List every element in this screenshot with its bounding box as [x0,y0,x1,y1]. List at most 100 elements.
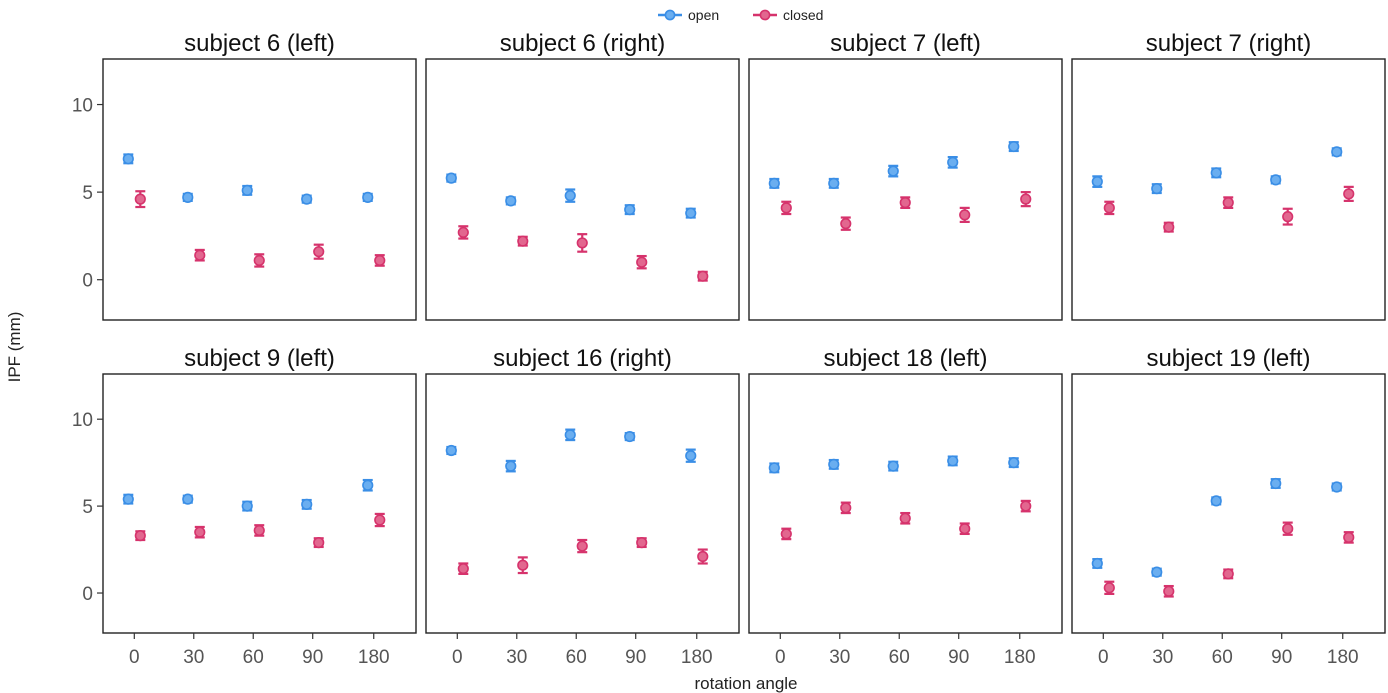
facet-panel: subject 9 (left) 0 5 10 0 30 60 90 180 [72,345,417,668]
data-point-open [505,195,517,207]
x-tick-label: 0 [452,647,463,668]
data-point-closed [253,254,265,267]
data-point-closed [1103,202,1115,214]
facet-panel: subject 6 (right) [425,30,740,321]
panel-title: subject 6 (right) [500,30,665,57]
y-tick-label: 5 [82,497,93,518]
x-tick-label: 0 [129,647,140,668]
data-point-closed [1163,585,1175,597]
panel-border [425,58,740,321]
data-point-open [505,460,517,472]
data-point-closed [780,202,792,214]
data-point-open [624,430,636,443]
data-point-closed [1103,582,1115,594]
y-tick-label: 0 [82,271,93,292]
data-point-closed [253,524,265,537]
x-tick-label: 30 [183,647,204,668]
data-point-open [887,460,899,472]
data-point-closed [134,530,146,542]
data-point-open [241,184,253,196]
x-tick-label: 60 [1212,647,1233,668]
data-point-closed [1020,193,1032,205]
data-point-closed [313,537,325,549]
data-point-closed [636,256,648,268]
facet-panel: subject 18 (left) 0 30 60 90 180 [748,345,1063,668]
panel-border [1071,373,1386,634]
data-point-open [1091,176,1103,188]
data-point-closed [899,197,911,209]
data-point-open [241,500,253,512]
facet-panel: subject 6 (left) 0 5 10 [72,30,417,321]
y-tick-label: 10 [72,96,93,117]
panel-title: subject 6 (left) [184,30,335,57]
x-tick-label: 90 [948,647,969,668]
x-tick-label: 180 [1327,647,1359,668]
x-tick-label: 30 [1152,647,1173,668]
data-point-closed [374,254,386,267]
data-point-open [301,498,313,510]
panel-title: subject 16 (right) [493,345,672,372]
data-point-open [362,479,374,491]
legend: open closed [658,7,823,23]
panel-border [748,373,1063,634]
data-point-closed [1282,211,1294,223]
y-axis-label: IPF (mm) [5,312,24,383]
data-point-open [947,156,959,168]
x-tick-label: 0 [775,647,786,668]
panel-border [748,58,1063,321]
data-point-open [1210,495,1222,507]
data-point-open [947,455,959,467]
data-point-open [445,444,457,457]
x-tick-label: 180 [358,647,390,668]
legend-open-label: open [688,7,719,23]
data-point-closed [194,249,206,261]
data-point-closed [313,246,325,258]
y-tick-label: 5 [82,183,93,204]
x-tick-label: 180 [681,647,713,668]
y-tick-label: 0 [82,584,93,605]
legend-open-symbol [664,9,676,21]
legend-closed-label: closed [783,7,823,23]
data-point-closed [697,550,709,563]
panel-border [102,373,417,634]
data-point-closed [1222,568,1234,580]
legend-closed-symbol [759,9,771,21]
facet-panel: subject 7 (left) [748,30,1063,321]
panel-title: subject 18 (left) [823,345,987,372]
data-point-closed [959,209,971,221]
data-point-open [122,493,134,505]
facet-panel: subject 19 (left) 0 30 60 90 180 [1071,345,1386,668]
data-point-closed [517,559,529,571]
data-point-open [182,493,194,505]
data-point-open [768,462,780,474]
x-tick-label: 90 [1271,647,1292,668]
data-point-closed [1282,523,1294,535]
data-point-open [1210,167,1222,179]
data-point-closed [840,218,852,230]
x-tick-label: 90 [625,647,646,668]
data-point-open [1151,183,1163,195]
data-point-open [624,204,636,216]
data-point-closed [576,237,588,249]
data-point-closed [1020,500,1032,512]
data-point-closed [780,528,792,540]
data-point-closed [576,540,588,552]
data-point-open [1091,557,1103,570]
data-point-closed [1163,221,1175,233]
panel-border [425,373,740,634]
x-tick-label: 90 [302,647,323,668]
facet-panel: subject 16 (right) 0 30 60 90 180 [425,345,740,668]
x-tick-label: 180 [1004,647,1036,668]
data-point-open [1151,566,1163,578]
x-axis-label: rotation angle [694,674,797,693]
data-point-open [1331,481,1343,493]
data-point-closed [959,523,971,535]
facet-panels: subject 6 (left) 0 5 10 subject 6 (right) sub… [72,30,1386,668]
data-point-open [564,190,576,202]
facet-panel: subject 7 (right) [1071,30,1386,321]
x-tick-label: 0 [1098,647,1109,668]
data-point-open [1270,477,1282,490]
data-point-closed [517,235,529,247]
data-point-open [1008,457,1020,469]
data-point-closed [457,563,469,575]
